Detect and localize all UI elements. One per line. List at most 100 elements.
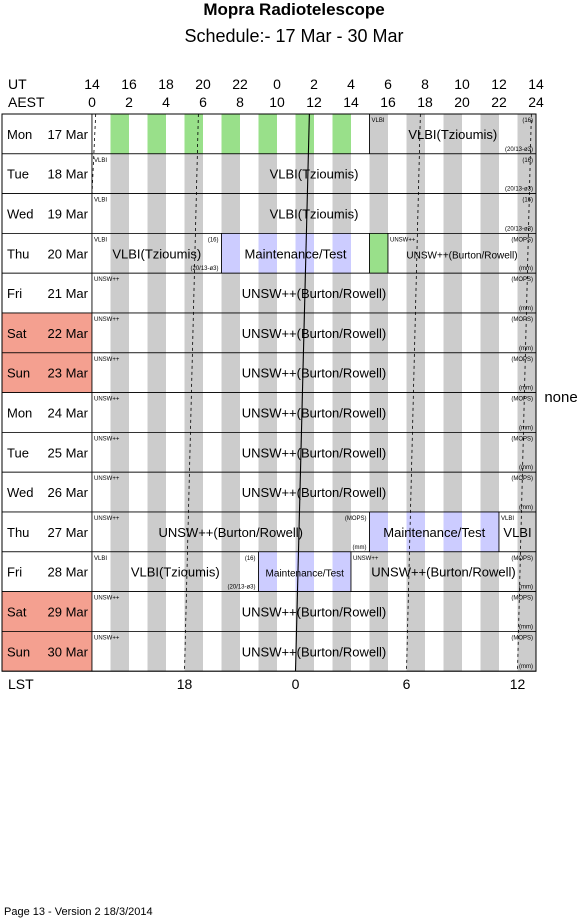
hour-stripe: [369, 114, 388, 154]
hour-stripe: [443, 233, 462, 274]
hour-stripe: [110, 153, 129, 194]
hour-stripe: [110, 432, 129, 473]
aest-hour-label: 18: [417, 94, 433, 110]
hour-stripe: [258, 432, 277, 473]
day-date: 27 Mar: [48, 525, 89, 540]
hour-stripe: [295, 432, 314, 473]
schedule-block: VLBI(Tzioumis) VLBI (16) (20/13-ø3): [91, 193, 537, 234]
block-tag: (MOPS): [511, 556, 533, 562]
hour-stripe: [369, 551, 388, 592]
block-code: UNSW++: [94, 317, 120, 323]
ut-hour-label: 12: [491, 76, 507, 92]
block-code: UNSW++: [94, 397, 120, 403]
hour-stripe: [406, 472, 425, 512]
schedule-block: VLBI(Tzioumis) VLBI (16) (20/13-ø3): [369, 113, 537, 155]
block-code: UNSW++: [94, 516, 120, 522]
day-cell: [1, 153, 93, 195]
block-code: UNSW++: [353, 556, 379, 562]
block-sub: (20/13-ø3): [505, 147, 533, 153]
hour-stripe: [258, 114, 277, 154]
hour-stripe: [480, 392, 499, 433]
day-cell: [1, 312, 93, 354]
block-code: UNSW++: [390, 237, 416, 243]
schedule-block: UNSW++(Burton/Rowell) UNSW++ (MOPS) (mm): [91, 471, 537, 513]
schedule-row: Fri 21 Mar UNSW++(Burton/Rowell) UNSW++ (MOP…: [1, 272, 537, 314]
hour-stripe: [184, 512, 203, 552]
hour-stripe: [443, 551, 462, 592]
schedule-row: Sat 29 Mar UNSW++(Burton/Rowell) UNSW++ (MOP…: [1, 591, 537, 632]
hour-stripe: [369, 631, 388, 672]
hour-stripe: [221, 313, 240, 353]
hour-stripe: [110, 392, 129, 433]
hour-stripe: [184, 233, 203, 274]
block-sub: (mm): [353, 545, 367, 551]
day-of-week: Thu: [7, 525, 29, 540]
hour-stripe: [110, 114, 129, 154]
hour-stripe: [406, 512, 425, 552]
block-label: Maintenance/Test: [383, 525, 485, 540]
aest-hour-label: 22: [491, 94, 507, 110]
lst-label: LST: [8, 676, 34, 692]
hour-stripe: [184, 472, 203, 512]
block-sub: (20/13-ø3): [505, 187, 533, 193]
hour-stripe: [332, 512, 351, 552]
hour-stripe: [110, 472, 129, 512]
hour-stripe: [295, 153, 314, 194]
block-background: [369, 512, 499, 552]
hour-stripe: [443, 512, 462, 552]
ut-hour-label: 14: [84, 76, 100, 92]
block-code: UNSW++: [94, 476, 120, 482]
hour-stripe: [517, 591, 536, 632]
hour-stripe: [369, 313, 388, 353]
hour-stripe: [406, 392, 425, 433]
ut-label: UT: [8, 76, 27, 92]
schedule-row: Tue 18 Mar VLBI(Tzioumis) VLBI (16) (20/13-ø3…: [1, 153, 537, 195]
block-label: UNSW++(Burton/Rowell): [242, 485, 387, 500]
hour-stripe: [443, 352, 462, 393]
day-date: 29 Mar: [48, 605, 89, 620]
hour-stripe: [332, 193, 351, 234]
hour-stripe: [369, 591, 388, 632]
hour-stripe: [221, 432, 240, 473]
ut-hour-label: 20: [195, 76, 211, 92]
hour-stripe: [184, 432, 203, 473]
schedule-block: UNSW++(Burton/Rowell) UNSW++ (MOPS) (mm): [91, 312, 537, 354]
hour-stripe: [480, 472, 499, 512]
block-code: UNSW++: [94, 436, 120, 442]
hour-stripe: [258, 631, 277, 672]
aest-label: AEST: [8, 94, 45, 110]
hour-stripe: [110, 273, 129, 313]
schedule-row: Wed 26 Mar UNSW++(Burton/Rowell) UNSW++ (MOP…: [1, 471, 537, 513]
hour-stripe: [221, 153, 240, 194]
block-label: VLBI(Tzioumis): [131, 565, 220, 580]
lst-tick-label: 6: [403, 676, 411, 692]
block-sub: (mm): [519, 585, 533, 591]
hour-stripe: [332, 313, 351, 353]
hour-stripe: [258, 512, 277, 552]
schedule-row: Sun 30 Mar UNSW++(Burton/Rowell) UNSW++ (MOP…: [1, 631, 537, 672]
day-of-week: Sat: [7, 326, 27, 341]
block-code: UNSW++: [94, 357, 120, 363]
day-of-week: Tue: [7, 445, 29, 460]
ut-hour-label: 14: [528, 76, 544, 92]
hour-stripe: [480, 352, 499, 393]
hour-stripe: [369, 392, 388, 433]
hour-stripe: [517, 631, 536, 672]
day-date: 26 Mar: [48, 485, 89, 500]
hour-stripe: [517, 233, 536, 274]
block-code: VLBI: [372, 118, 385, 124]
day-date: 24 Mar: [48, 406, 89, 421]
hour-stripe: [258, 313, 277, 353]
block-code: VLBI: [94, 556, 107, 562]
hour-stripe: [332, 273, 351, 313]
hour-stripe: [443, 432, 462, 473]
day-of-week: Tue: [7, 167, 29, 182]
hour-stripe: [406, 631, 425, 672]
hour-stripe: [221, 472, 240, 512]
schedule-row: Mon 24 Mar UNSW++(Burton/Rowell) UNSW++ (MOP…: [1, 392, 537, 433]
page-subtitle: Schedule:- 17 Mar - 30 Mar: [184, 26, 403, 46]
hour-stripe: [147, 512, 166, 552]
hour-stripe: [110, 512, 129, 552]
hour-stripe: [406, 352, 425, 393]
